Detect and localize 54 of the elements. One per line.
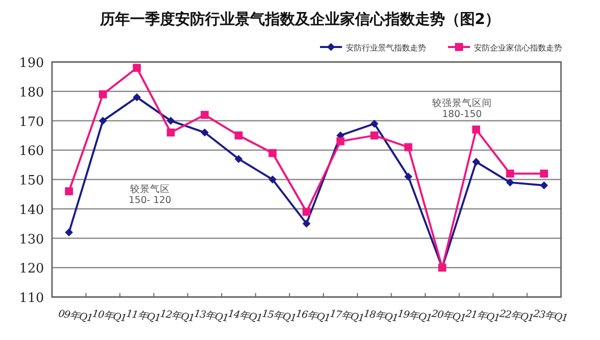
point <box>132 64 141 72</box>
point <box>472 158 480 166</box>
point <box>200 128 209 136</box>
x-tick-label: 21年Q1 <box>464 308 500 324</box>
point <box>370 131 378 140</box>
point <box>506 170 514 178</box>
point <box>64 228 73 236</box>
x-tick-label: 18年Q1 <box>362 308 399 324</box>
x-tick-label: 10年Q1 <box>92 308 128 324</box>
y-tick-label: 120 <box>19 262 44 277</box>
annotation: 较景气区 150- 120 <box>128 183 172 206</box>
y-tick-label: 190 <box>19 56 44 71</box>
x-tick-label: 14年Q1 <box>227 308 263 324</box>
y-tick-label: 180 <box>19 85 44 100</box>
x-tick-label: 17年Q1 <box>329 308 365 324</box>
point <box>132 93 141 102</box>
x-tick-label: 16年Q1 <box>295 308 331 324</box>
x-tick-label: 23年Q1 <box>532 308 568 324</box>
point <box>166 128 175 136</box>
point <box>472 126 480 134</box>
x-tick-label: 09年Q1 <box>58 308 94 324</box>
y-tick-label: 140 <box>19 202 44 218</box>
point <box>370 120 378 128</box>
point <box>540 170 548 178</box>
y-tick-label: 170 <box>19 114 44 130</box>
x-tick-label: 15年Q1 <box>261 308 297 324</box>
point <box>302 208 310 216</box>
y-tick-label: 160 <box>19 144 44 160</box>
legend-label: 安防行业景气指数走势 <box>346 44 426 52</box>
point <box>166 116 175 125</box>
point <box>64 187 73 196</box>
x-tick-label: 11年Q1 <box>125 308 162 324</box>
point <box>98 116 107 125</box>
point <box>234 131 243 140</box>
chart-title: 历年一季度安防行业景气指数及企业家信心指数走势（图2） <box>98 10 500 28</box>
point <box>98 90 107 98</box>
y-tick-label: 150 <box>19 174 44 188</box>
point <box>506 178 514 186</box>
x-tick-label: 22年Q1 <box>498 308 534 324</box>
point <box>200 110 209 119</box>
y-tick-label: 110 <box>19 291 44 306</box>
x-tick-label: 13年Q1 <box>193 308 229 324</box>
y-tick-label: 130 <box>19 232 44 248</box>
point <box>302 220 310 228</box>
annotation: 较强景气区间 180-150 <box>432 97 492 120</box>
point <box>268 176 277 184</box>
x-tick-label: 12年Q1 <box>159 308 195 324</box>
legend-label: 安防企业家信心指数走势 <box>474 44 562 52</box>
point <box>268 149 277 158</box>
point <box>234 154 243 163</box>
point <box>404 172 412 181</box>
point <box>404 143 412 152</box>
point <box>336 137 344 146</box>
point <box>540 181 548 190</box>
